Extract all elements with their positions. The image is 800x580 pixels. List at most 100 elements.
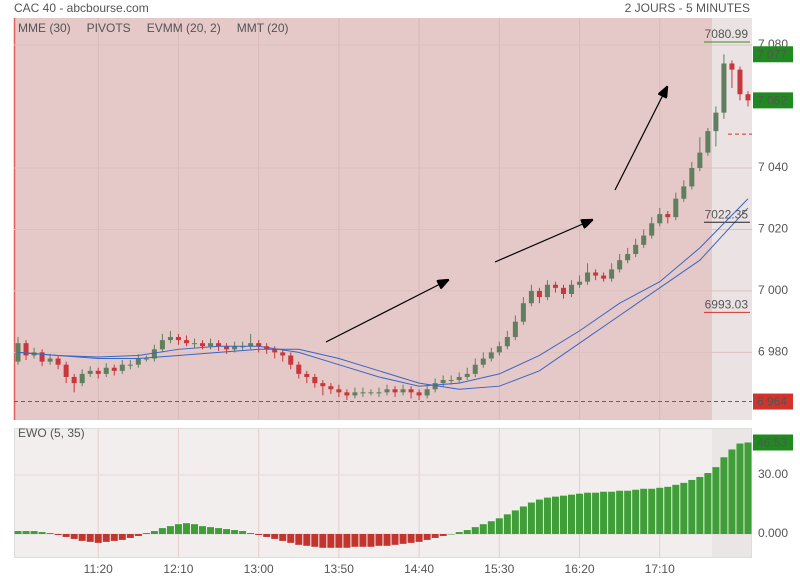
ewo-bar xyxy=(126,534,134,538)
candle-body xyxy=(183,340,189,344)
ewo-bar xyxy=(375,534,383,546)
price-tag-label: 46.53 xyxy=(757,436,787,450)
ewo-bar xyxy=(559,495,567,535)
ewo-bar xyxy=(22,531,30,535)
candle-body xyxy=(745,94,751,101)
moving-average-line xyxy=(17,207,749,390)
candle-body xyxy=(424,389,430,396)
candle-body xyxy=(55,358,61,365)
y-tick-label: 7 020 xyxy=(758,222,788,236)
y-tick-label: 7 000 xyxy=(758,283,788,297)
ewo-bar xyxy=(247,533,255,535)
candle-body xyxy=(432,383,438,390)
ewo-bar xyxy=(592,492,600,535)
ewo-bar xyxy=(551,496,559,535)
candle-body xyxy=(593,272,599,276)
candle-body xyxy=(280,352,286,356)
ewo-bar xyxy=(367,534,375,547)
x-tick-label: 13:50 xyxy=(324,562,354,576)
candle-body xyxy=(512,321,518,338)
chart-title: CAC 40 - abcbourse.com xyxy=(14,1,149,15)
ewo-bar xyxy=(295,534,303,545)
x-tick-label: 12:10 xyxy=(163,562,193,576)
ewo-bar xyxy=(511,510,519,535)
candle-body xyxy=(705,131,711,153)
candle-body xyxy=(15,343,21,362)
candle-body xyxy=(248,343,254,347)
candle-body xyxy=(95,370,101,374)
ewo-bar xyxy=(359,534,367,547)
ewo-bar xyxy=(46,533,54,535)
ewo-bar xyxy=(503,514,511,535)
ewo-bar xyxy=(207,527,215,535)
arrows xyxy=(325,87,667,343)
ewo-bar xyxy=(223,529,231,535)
ewo-bar xyxy=(86,534,94,542)
ewo-bar xyxy=(166,526,174,535)
price-tag xyxy=(753,46,793,63)
ewo-bar xyxy=(351,534,359,547)
candle-body xyxy=(665,214,671,218)
ewo-bar xyxy=(439,534,447,536)
ewo-bar xyxy=(319,534,327,548)
ewo-bar xyxy=(118,534,126,540)
ewo-bar xyxy=(640,488,648,535)
price-tag xyxy=(753,92,793,109)
ewo-bar xyxy=(94,534,102,543)
candle-body xyxy=(713,112,719,132)
ewo-bar xyxy=(78,534,86,541)
candle-body xyxy=(392,389,398,393)
ewo-bar xyxy=(279,534,287,541)
candle-body xyxy=(721,63,727,113)
candle-body xyxy=(641,235,647,245)
ewo-bar xyxy=(672,484,680,535)
price-tag-label: 6 964 xyxy=(757,395,787,409)
price-tag-label: 7 077 xyxy=(757,47,787,61)
candle-body xyxy=(633,244,639,255)
ewo-bar xyxy=(54,534,62,535)
ewo-bar xyxy=(311,534,319,547)
candle-body xyxy=(601,275,607,279)
ewo-bar xyxy=(656,487,664,535)
candle-body xyxy=(617,260,623,270)
ewo-bar xyxy=(199,526,207,535)
candle-body xyxy=(376,392,382,394)
candle-body xyxy=(208,343,214,347)
ewo-bar xyxy=(399,534,407,544)
candle-body xyxy=(536,290,542,298)
candle-body xyxy=(63,364,69,377)
pivot-label: 7022.35 xyxy=(705,207,749,221)
candle-body xyxy=(480,358,486,365)
candle-body xyxy=(657,214,663,224)
legend-entry: PIVOTS xyxy=(87,21,131,35)
ewo-bar xyxy=(704,473,712,535)
candle-body xyxy=(320,383,326,387)
candle-body xyxy=(464,373,470,377)
ewo-bar xyxy=(150,531,158,535)
ewo-bar xyxy=(255,534,263,535)
ewo-bar xyxy=(608,491,616,535)
moving-average-line xyxy=(17,198,749,387)
candle-body xyxy=(569,284,575,294)
ewo-bar xyxy=(174,524,182,535)
ewo-bar xyxy=(335,534,343,548)
ewo-bar xyxy=(102,534,110,542)
price-tag-label: 7 062 xyxy=(757,94,787,108)
candle-body xyxy=(23,343,29,356)
candle-body xyxy=(585,272,591,282)
ewo-bar xyxy=(391,534,399,545)
x-tick-label: 16:20 xyxy=(565,562,595,576)
candle-body xyxy=(649,223,655,236)
candle-body xyxy=(689,167,695,187)
ewo-bar xyxy=(182,523,190,535)
ewo-bar xyxy=(696,476,704,535)
ewo-bar xyxy=(423,534,431,540)
candle-body xyxy=(352,392,358,396)
ewo-bar xyxy=(142,533,150,535)
candle-body xyxy=(232,346,238,350)
candle-body xyxy=(456,376,462,381)
candle-body xyxy=(328,386,334,390)
ewo-bar xyxy=(487,521,495,535)
candle-body xyxy=(360,392,366,394)
